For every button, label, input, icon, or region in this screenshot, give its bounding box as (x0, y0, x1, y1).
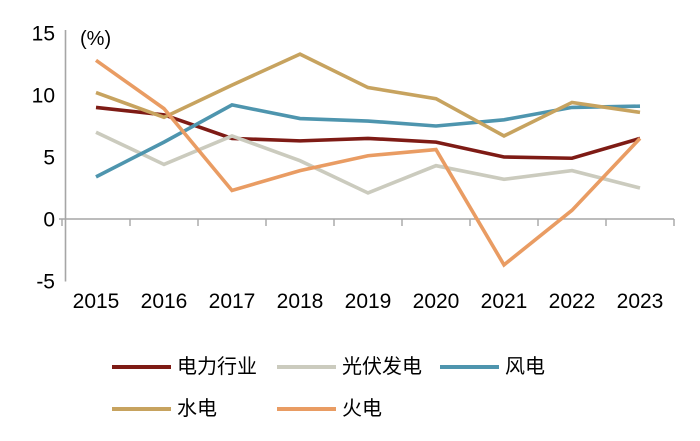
legend-label: 火电 (342, 398, 382, 420)
legend-swatch (440, 365, 499, 369)
legend-label: 电力行业 (177, 356, 257, 378)
x-tick-label: 2021 (481, 290, 528, 313)
legend-swatch (112, 407, 171, 411)
legend-item-power-industry: 电力行业 (112, 355, 277, 379)
unit-label: (%) (80, 28, 111, 50)
legend-swatch (112, 365, 171, 369)
x-tick-label: 2015 (73, 290, 120, 313)
series-line-wind-power (95, 103, 641, 179)
series-line-solar-pv (95, 130, 641, 195)
x-axis-labels: 2015 2016 2017 2018 2019 2020 2021 2022 2023 (73, 290, 664, 313)
x-tick-label: 2020 (413, 290, 460, 313)
x-tick-label: 2017 (209, 290, 256, 313)
x-tick-label: 2022 (549, 290, 596, 313)
legend-label: 光伏发电 (342, 356, 422, 378)
series-lines (94, 52, 642, 268)
y-axis-labels: 15 10 5 0 -5 (32, 23, 55, 294)
legend-label: 水电 (177, 398, 217, 420)
series-line-hydro-power (95, 52, 641, 138)
y-tick-label: -5 (36, 271, 55, 294)
plot-area: 15 10 5 0 -5 2015 2016 2017 2018 2019 2020 2021 202… (32, 23, 675, 313)
y-tick-label: 10 (32, 85, 55, 108)
chart-legend: 电力行业 光伏发电 风电水电 火电 (112, 355, 700, 421)
x-tick-label: 2023 (617, 290, 664, 313)
legend-item-hydro-power: 水电 (112, 397, 277, 421)
legend-swatch (277, 365, 336, 369)
y-tick-label: 5 (43, 147, 55, 170)
x-tick-label: 2018 (277, 290, 324, 313)
series-line-power-industry (95, 105, 641, 161)
y-tick-label: 0 (43, 209, 55, 232)
legend-item-solar-pv: 光伏发电 (277, 355, 440, 379)
y-tick-label: 15 (32, 23, 55, 46)
legend-label: 风电 (505, 356, 545, 378)
legend-item-thermal-power: 火电 (277, 397, 440, 421)
series-line-thermal-power (94, 58, 642, 268)
x-tick-label: 2016 (141, 290, 188, 313)
legend-item-wind-power: 风电 (440, 355, 700, 379)
legend-swatch (277, 407, 336, 411)
x-axis-ticks (61, 219, 675, 226)
x-tick-label: 2019 (345, 290, 392, 313)
